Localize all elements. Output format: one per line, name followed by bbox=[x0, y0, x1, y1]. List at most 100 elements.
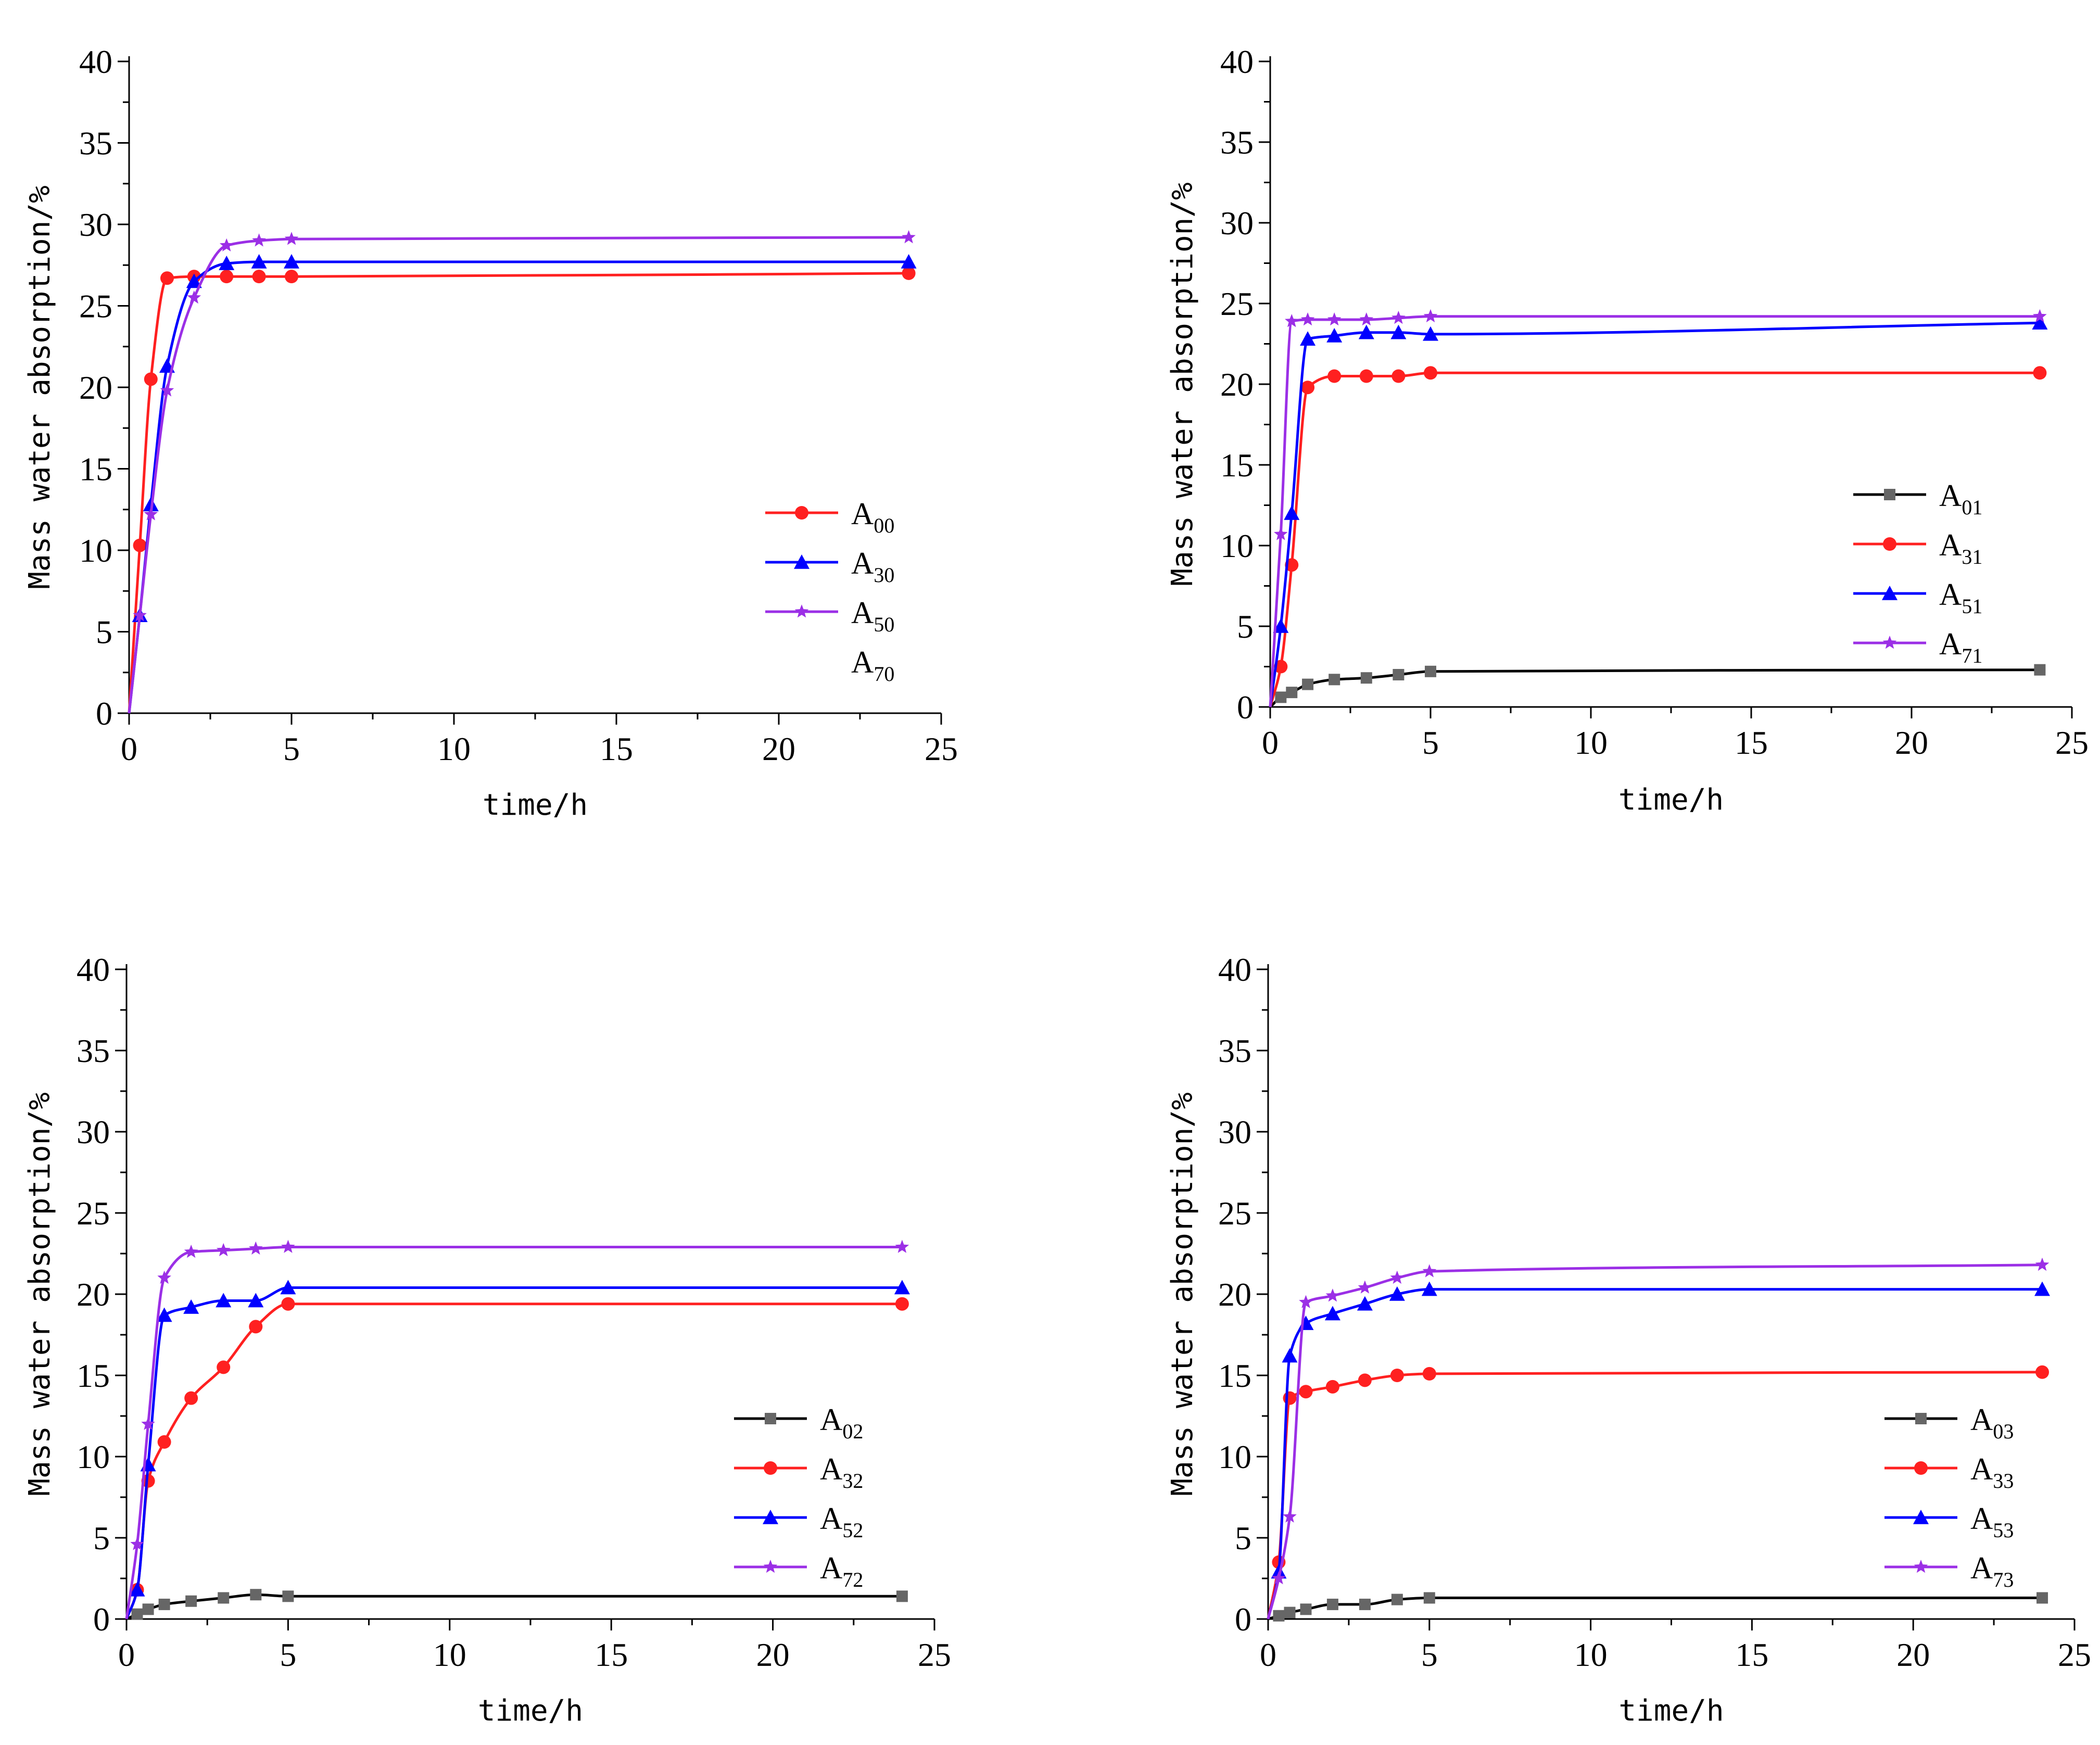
data-point-A00 bbox=[160, 271, 174, 285]
legend-subscript: 71 bbox=[1962, 644, 1982, 667]
legend-marker bbox=[795, 506, 808, 520]
data-point-A51 bbox=[1300, 331, 1316, 346]
legend-subscript: 01 bbox=[1962, 496, 1982, 519]
x-tick-label: 0 bbox=[118, 1636, 135, 1673]
series-line-A51 bbox=[1269, 321, 2040, 707]
legend-marker bbox=[1915, 1413, 1927, 1424]
data-point-A73 bbox=[2035, 1257, 2050, 1271]
x-tick-label: 5 bbox=[1422, 724, 1439, 761]
data-point-A53 bbox=[1389, 1286, 1405, 1301]
data-point-A30 bbox=[251, 254, 267, 269]
x-tick-label: 25 bbox=[918, 1636, 951, 1673]
y-tick-label: 30 bbox=[79, 206, 112, 243]
series-line-A30 bbox=[128, 260, 909, 714]
data-point-A03 bbox=[1423, 1592, 1435, 1604]
data-point-A33 bbox=[1299, 1385, 1313, 1399]
y-tick-label: 0 bbox=[96, 695, 112, 732]
data-point-A71 bbox=[1285, 314, 1299, 327]
legend-marker bbox=[794, 604, 809, 618]
y-tick-label: 25 bbox=[79, 288, 112, 325]
data-point-A01 bbox=[1425, 665, 1436, 677]
data-point-A03 bbox=[2036, 1592, 2048, 1604]
y-tick-label: 5 bbox=[93, 1520, 110, 1557]
y-tick-label: 0 bbox=[93, 1601, 110, 1638]
x-tick-label: 20 bbox=[756, 1636, 790, 1673]
series-line-A33 bbox=[1267, 1371, 2043, 1620]
legend-subscript: 02 bbox=[842, 1420, 863, 1443]
data-point-A01 bbox=[1393, 669, 1405, 680]
data-point-A51 bbox=[2032, 315, 2048, 330]
legend-marker bbox=[764, 1461, 777, 1475]
y-axis-title: Mass water absorption/% bbox=[1166, 1092, 1199, 1496]
x-tick-label: 10 bbox=[433, 1636, 466, 1673]
series-line-A03 bbox=[1268, 1596, 2042, 1621]
data-point-A02 bbox=[218, 1592, 230, 1604]
data-point-A00 bbox=[902, 266, 916, 280]
y-tick-label: 35 bbox=[1218, 1032, 1251, 1069]
data-point-A73 bbox=[1358, 1280, 1372, 1294]
legend-subscript: 53 bbox=[1993, 1519, 2014, 1542]
y-tick-label: 35 bbox=[79, 125, 112, 162]
data-point-A01 bbox=[2034, 664, 2046, 676]
data-point-A50 bbox=[133, 608, 147, 622]
legend-label: A33 bbox=[1970, 1452, 2014, 1493]
y-tick-label: 5 bbox=[1237, 608, 1254, 645]
y-tick-label: 40 bbox=[1218, 951, 1251, 988]
legend-subscript: 32 bbox=[842, 1469, 863, 1493]
x-tick-label: 10 bbox=[1574, 1636, 1608, 1673]
data-point-A00 bbox=[252, 270, 266, 284]
data-point-A32 bbox=[895, 1297, 909, 1311]
data-point-A00 bbox=[144, 372, 158, 386]
legend-subscript: 70 bbox=[874, 662, 894, 686]
y-tick-label: 40 bbox=[77, 951, 110, 988]
data-point-A53 bbox=[1282, 1348, 1298, 1363]
data-point-A32 bbox=[184, 1391, 198, 1405]
y-tick-label: 35 bbox=[77, 1032, 110, 1069]
x-axis-title: time/h bbox=[1618, 783, 1724, 817]
y-tick-label: 15 bbox=[77, 1357, 110, 1394]
data-point-A51 bbox=[1273, 618, 1289, 633]
data-point-A71 bbox=[1274, 527, 1288, 540]
data-point-A52 bbox=[156, 1307, 172, 1322]
x-tick-label: 0 bbox=[121, 730, 137, 767]
x-tick-label: 0 bbox=[1260, 1636, 1276, 1673]
data-point-A50 bbox=[284, 232, 299, 245]
x-axis-title: time/h bbox=[483, 788, 588, 822]
data-point-A02 bbox=[131, 1608, 143, 1620]
y-tick-label: 40 bbox=[79, 43, 112, 80]
y-tick-label: 20 bbox=[79, 369, 112, 406]
data-point-A53 bbox=[2034, 1281, 2051, 1296]
data-point-A33 bbox=[1325, 1380, 1339, 1394]
legend-subscript: 00 bbox=[874, 514, 894, 537]
legend-label: A50 bbox=[851, 596, 894, 636]
legend-label: A30 bbox=[851, 546, 894, 587]
series-line-A52 bbox=[125, 1286, 902, 1620]
y-tick-label: 5 bbox=[1235, 1520, 1251, 1557]
series-line-A01 bbox=[1269, 668, 2040, 708]
data-point-A30 bbox=[186, 273, 202, 288]
chart-panel-bottom-right: 0 5 10 15 20 25 30 35 40 0 5 10 15 20 25 time/h Mass wat… bbox=[1166, 951, 2091, 1728]
data-point-A50 bbox=[160, 383, 174, 397]
x-tick-label: 10 bbox=[1574, 724, 1608, 761]
data-point-A01 bbox=[1302, 678, 1314, 690]
y-tick-label: 10 bbox=[1220, 527, 1254, 564]
legend-subscript: 72 bbox=[842, 1568, 863, 1591]
y-tick-label: 10 bbox=[79, 532, 112, 569]
series-line-A53 bbox=[1267, 1288, 2042, 1620]
x-tick-label: 0 bbox=[1262, 724, 1279, 761]
data-point-A71 bbox=[1391, 310, 1406, 324]
chart-panel-top-left: 0 5 10 15 20 25 30 35 40 0 5 10 15 20 25 time/h Mass wat… bbox=[23, 43, 958, 822]
y-axis-title: Mass water absorption/% bbox=[1166, 182, 1199, 586]
legend-label: A31 bbox=[1939, 528, 1982, 568]
data-point-A73 bbox=[1390, 1270, 1405, 1284]
legend-label: A51 bbox=[1939, 577, 1982, 618]
legend-label: A32 bbox=[820, 1452, 863, 1493]
data-point-A33 bbox=[1390, 1369, 1404, 1382]
y-tick-label: 15 bbox=[79, 451, 112, 488]
data-point-A32 bbox=[217, 1360, 231, 1374]
y-tick-label: 20 bbox=[77, 1276, 110, 1313]
legend-marker bbox=[1884, 489, 1895, 500]
series-line-A32 bbox=[125, 1303, 902, 1620]
data-point-A71 bbox=[2033, 309, 2047, 323]
x-tick-label: 20 bbox=[1895, 724, 1928, 761]
